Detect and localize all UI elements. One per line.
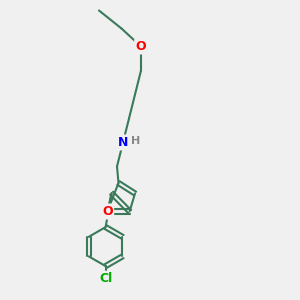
Text: H: H (131, 136, 140, 146)
Text: O: O (136, 40, 146, 53)
Text: Cl: Cl (99, 272, 112, 285)
Text: N: N (118, 136, 128, 149)
Text: O: O (102, 205, 113, 218)
